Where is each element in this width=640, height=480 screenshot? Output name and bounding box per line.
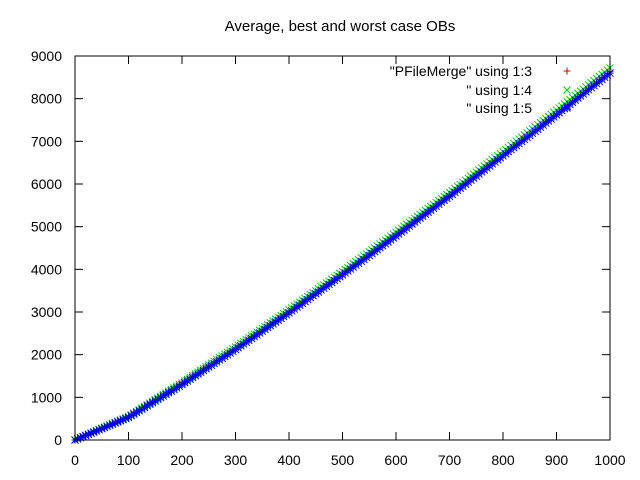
x-tick-label: 700	[438, 452, 462, 468]
legend-marker	[563, 86, 571, 94]
data-point	[148, 398, 157, 407]
x-tick-label: 800	[491, 452, 515, 468]
legend-marker	[563, 104, 571, 112]
y-tick-label: 8000	[31, 91, 62, 107]
x-tick-label: 100	[117, 452, 141, 468]
x-tick-label: 600	[384, 452, 408, 468]
data-point	[178, 380, 186, 389]
plot-points	[71, 64, 614, 444]
legend-label: " using 1:4	[466, 82, 532, 98]
x-tick-label: 1000	[594, 452, 625, 468]
legend-label: "PFileMerge" using 1:3	[390, 63, 532, 79]
legend-label: " using 1:5	[466, 100, 532, 116]
legend: "PFileMerge" using 1:3 " using 1:4 " using…	[390, 63, 571, 116]
series-2	[71, 64, 614, 444]
y-tick-label: 9000	[31, 48, 62, 64]
y-tick-label: 0	[54, 432, 62, 448]
x-tick-label: 300	[224, 452, 248, 468]
axes: 0 100 200 300 400 500 600 700 800 900 1000 0 1000 200…	[31, 48, 626, 468]
y-tick-label: 5000	[31, 219, 62, 235]
legend-marker	[563, 67, 571, 75]
y-tick-label: 6000	[31, 176, 62, 192]
x-tick-label: 900	[545, 452, 569, 468]
x-tick-label: 200	[170, 452, 194, 468]
chart-title: Average, best and worst case OBs	[225, 18, 456, 35]
y-tick-label: 4000	[31, 261, 62, 277]
x-tick-label: 500	[331, 452, 355, 468]
x-tick-label: 0	[71, 452, 79, 468]
series-3	[71, 69, 614, 444]
y-tick-label: 3000	[31, 304, 62, 320]
y-tick-label: 2000	[31, 347, 62, 363]
y-tick-label: 7000	[31, 133, 62, 149]
y-tick-label: 1000	[31, 389, 62, 405]
x-tick-label: 400	[277, 452, 301, 468]
